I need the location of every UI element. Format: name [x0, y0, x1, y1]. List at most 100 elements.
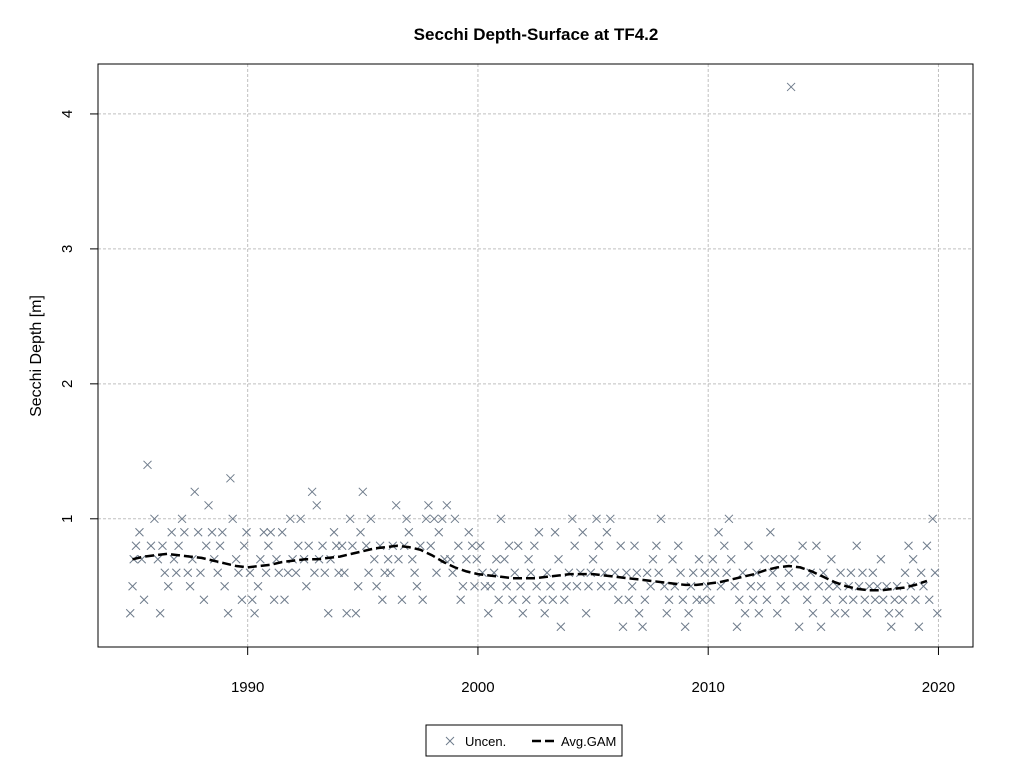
data-point	[228, 514, 238, 524]
data-point	[345, 514, 355, 524]
data-point	[602, 527, 612, 537]
grid-lines	[98, 64, 973, 647]
data-point	[868, 568, 878, 578]
data-point	[312, 500, 322, 510]
data-point	[404, 527, 414, 537]
data-point	[472, 554, 482, 564]
data-point	[448, 568, 457, 578]
data-point	[418, 595, 428, 605]
data-point	[402, 514, 411, 524]
data-point	[734, 595, 744, 605]
data-point	[581, 608, 591, 618]
data-point	[870, 595, 880, 605]
x-tick-label-2000: 2000	[461, 679, 494, 696]
y-tick-label-2: 2	[59, 380, 76, 388]
data-point	[163, 581, 173, 591]
data-point	[285, 514, 295, 524]
data-point	[239, 541, 249, 551]
data-point	[177, 514, 187, 524]
data-point	[320, 568, 330, 578]
data-point	[732, 622, 742, 632]
data-point	[199, 595, 209, 605]
data-point	[429, 514, 439, 524]
data-point	[386, 568, 395, 578]
data-point	[716, 581, 726, 591]
data-point	[730, 581, 740, 591]
data-point	[174, 541, 183, 551]
data-point	[169, 554, 179, 564]
data-point	[492, 554, 501, 564]
data-point	[605, 514, 615, 524]
data-point	[714, 527, 723, 537]
data-point	[916, 568, 926, 578]
data-point	[572, 581, 582, 591]
data-point	[898, 595, 908, 605]
data-point	[464, 527, 474, 537]
data-point	[234, 568, 243, 578]
data-point	[131, 541, 141, 551]
data-point	[237, 595, 247, 605]
data-point	[125, 608, 135, 618]
data-point	[865, 581, 874, 591]
legend-box	[425, 724, 623, 757]
data-point	[688, 568, 698, 578]
data-point	[786, 82, 796, 92]
data-point	[798, 541, 807, 551]
data-point	[640, 595, 650, 605]
data-point	[596, 581, 606, 591]
data-point	[383, 554, 393, 564]
data-point	[456, 595, 466, 605]
data-point	[255, 554, 265, 564]
data-point	[518, 608, 528, 618]
data-point	[378, 595, 387, 605]
data-point	[684, 608, 693, 618]
data-point	[291, 568, 301, 578]
data-point	[760, 554, 769, 564]
data-point	[302, 581, 311, 591]
data-point	[642, 568, 652, 578]
data-point	[421, 514, 431, 524]
data-point	[442, 500, 452, 510]
data-point	[904, 541, 913, 551]
data-point	[245, 568, 255, 578]
data-point	[576, 568, 585, 578]
data-point	[578, 527, 588, 537]
data-point	[886, 622, 896, 632]
data-point	[179, 527, 189, 537]
data-point	[836, 568, 845, 578]
data-point	[293, 541, 303, 551]
data-point	[770, 554, 780, 564]
data-point	[678, 595, 688, 605]
data-point	[426, 541, 436, 551]
data-point	[153, 554, 163, 564]
data-point	[846, 568, 856, 578]
x-tick-label-2020: 2020	[922, 679, 955, 696]
data-point	[848, 595, 858, 605]
data-point	[740, 608, 750, 618]
data-point	[634, 608, 644, 618]
data-point	[754, 608, 764, 618]
data-point	[351, 608, 361, 618]
y-tick-label-4: 4	[59, 110, 76, 118]
x-axis: 1990 2000 2010 2020	[231, 647, 955, 696]
data-point	[139, 595, 149, 605]
data-point	[802, 595, 812, 605]
data-point	[694, 554, 704, 564]
data-point	[656, 514, 666, 524]
data-point	[323, 608, 333, 618]
data-point	[190, 487, 200, 497]
data-point	[710, 568, 720, 578]
data-point	[772, 608, 782, 618]
data-point	[686, 581, 696, 591]
data-point	[873, 581, 882, 591]
data-point	[806, 568, 816, 578]
data-point	[673, 541, 683, 551]
data-point	[534, 527, 544, 537]
data-point	[454, 541, 463, 551]
data-point	[554, 554, 563, 564]
data-point	[614, 595, 623, 605]
data-point	[756, 581, 766, 591]
data-point	[220, 581, 229, 591]
data-point	[632, 568, 642, 578]
data-point	[160, 568, 170, 578]
